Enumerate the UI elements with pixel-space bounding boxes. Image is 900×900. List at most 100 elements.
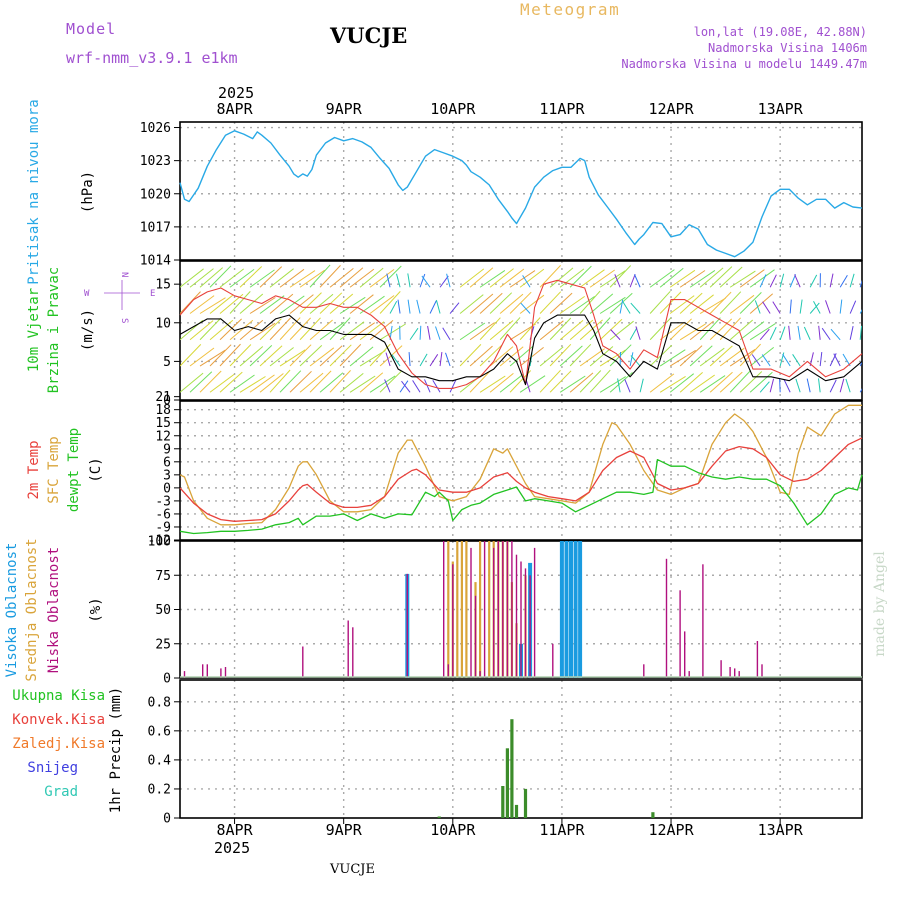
wind-barb bbox=[559, 375, 586, 393]
wind-barb bbox=[859, 325, 862, 340]
wind-barb bbox=[659, 267, 684, 288]
wind-barb bbox=[825, 300, 831, 314]
wind-barb bbox=[189, 268, 214, 288]
wind-barb bbox=[349, 375, 376, 393]
wind-barb bbox=[749, 323, 776, 341]
wind-barb bbox=[709, 318, 733, 341]
wind-barb bbox=[729, 319, 754, 341]
wind-barb bbox=[359, 321, 385, 341]
temp-dewpt-label: dewpt Temp bbox=[66, 428, 82, 512]
day-label-bottom: 11APR bbox=[539, 821, 585, 839]
wind-barb bbox=[199, 267, 224, 288]
day-label-top: 10APR bbox=[430, 100, 476, 118]
wind-barb bbox=[279, 370, 302, 393]
wind-barb bbox=[401, 380, 411, 393]
legend-snijeg: Snijeg bbox=[27, 760, 78, 776]
wind-panel bbox=[174, 260, 863, 401]
wind-barb bbox=[669, 318, 692, 341]
wind-barb bbox=[489, 268, 514, 288]
pressure-y-tick-label: 1023 bbox=[140, 154, 171, 169]
wind-barb bbox=[349, 346, 374, 367]
precip-bar bbox=[651, 812, 655, 818]
wind-barb bbox=[559, 268, 585, 288]
wind-barb bbox=[199, 349, 226, 367]
wind-barb bbox=[589, 269, 615, 288]
wind-barb bbox=[729, 348, 756, 367]
wind-barb bbox=[289, 270, 316, 288]
low-cloud-bar bbox=[720, 660, 722, 678]
wind-barb bbox=[739, 371, 763, 393]
wind-barb bbox=[669, 295, 695, 314]
wind-barb bbox=[719, 371, 743, 393]
mid-cloud-label: Srednja Oblacnost bbox=[24, 538, 40, 681]
wind-barb bbox=[509, 346, 534, 367]
day-label-top: 12APR bbox=[648, 100, 694, 118]
precip-unit: 1hr Precip (mm) bbox=[108, 687, 124, 813]
pressure-frame bbox=[179, 121, 863, 261]
day-label-bottom: 13APR bbox=[758, 821, 804, 839]
wind-barb bbox=[649, 269, 675, 288]
wind-barb bbox=[249, 269, 275, 288]
wind-barb bbox=[259, 295, 285, 314]
wind-barb bbox=[579, 269, 605, 288]
wind-barb bbox=[549, 343, 572, 367]
low-cloud-bar bbox=[738, 671, 740, 678]
wind-barb bbox=[849, 325, 854, 340]
wind-barb bbox=[279, 317, 301, 341]
wind-barb bbox=[689, 269, 716, 288]
cloud-y-tick-label: 100 bbox=[148, 535, 171, 550]
wind-barb bbox=[435, 299, 441, 314]
wind-barb bbox=[469, 293, 494, 314]
wind-barb bbox=[469, 370, 492, 393]
wind-barb bbox=[407, 273, 411, 288]
wind-barb bbox=[772, 301, 781, 314]
wind-barb bbox=[769, 378, 775, 393]
wind-barb bbox=[709, 345, 733, 367]
high-cloud-bar bbox=[573, 541, 578, 678]
wind-barb bbox=[569, 372, 594, 393]
wind-barb bbox=[459, 268, 485, 288]
wind-barb bbox=[189, 295, 215, 314]
wind-barb bbox=[589, 293, 614, 314]
wind-barb bbox=[788, 325, 791, 340]
wind-barb bbox=[729, 294, 755, 314]
wind-barb bbox=[429, 354, 439, 367]
wind-barb bbox=[749, 347, 775, 367]
wind-barb bbox=[649, 290, 671, 314]
wind-barb bbox=[209, 294, 234, 314]
wind-barb bbox=[439, 352, 443, 367]
wind-barb bbox=[759, 328, 770, 341]
wind-barb bbox=[279, 349, 306, 367]
wind-barb bbox=[489, 346, 514, 367]
wind-barb bbox=[859, 361, 862, 367]
wind-barb bbox=[754, 300, 761, 314]
wind-barb bbox=[249, 345, 273, 367]
wind-barb bbox=[419, 353, 428, 367]
wind-barb bbox=[779, 273, 785, 288]
temperature-y-tick-label: -9 bbox=[155, 520, 171, 535]
wind-barb bbox=[669, 269, 696, 288]
precip-y-tick-label: 0.2 bbox=[148, 782, 171, 797]
wind-barb bbox=[339, 296, 366, 314]
wind-barb bbox=[634, 274, 641, 288]
wind-y-tick-label: 5 bbox=[163, 355, 171, 370]
wind-barb bbox=[339, 344, 362, 367]
wind-barb bbox=[209, 265, 232, 288]
wind-barb bbox=[499, 373, 525, 393]
cloud-y-tick-label: 25 bbox=[155, 637, 171, 652]
wind-barb bbox=[579, 319, 603, 341]
low-cloud-bar bbox=[220, 668, 222, 678]
low-cloud-bar bbox=[679, 590, 681, 678]
wind-barb bbox=[479, 344, 503, 367]
wind-barb bbox=[617, 378, 621, 393]
wind-barb bbox=[559, 295, 585, 314]
wind-barb bbox=[689, 294, 714, 314]
wind-barb bbox=[269, 317, 291, 341]
wind-barb bbox=[424, 379, 431, 393]
wind-barb bbox=[416, 299, 421, 314]
precip-bar bbox=[510, 719, 514, 818]
cloud-y-tick-label: 50 bbox=[155, 603, 171, 618]
high-cloud-bar bbox=[564, 541, 569, 678]
wind-barb bbox=[309, 347, 335, 367]
precip-y-tick-label: 0.8 bbox=[148, 695, 171, 710]
